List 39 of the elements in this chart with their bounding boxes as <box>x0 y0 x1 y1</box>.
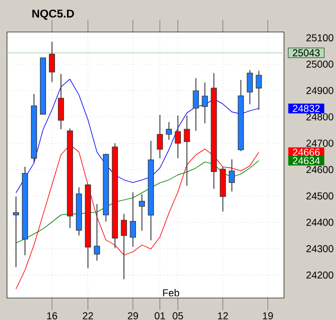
candlestick <box>228 158 235 192</box>
candlestick <box>130 192 136 248</box>
candlestick <box>202 82 208 124</box>
y-tick-label: 24900 <box>306 86 334 94</box>
x-tick-label: 29 <box>128 312 138 320</box>
y-tick-label: 24800 <box>306 113 334 120</box>
candlestick <box>256 70 262 110</box>
candlestick <box>166 122 172 140</box>
annotation: Feb <box>163 289 180 296</box>
candlestick <box>48 41 56 83</box>
x-tick-label: 16 <box>47 312 58 320</box>
candlestick <box>156 114 163 159</box>
line-series <box>16 78 260 194</box>
y-tick-label: 25100 <box>306 34 334 42</box>
y-tick-label: 25000 <box>306 60 334 68</box>
y-tick-label: 24200 <box>306 272 334 279</box>
text: 24832 <box>292 104 320 112</box>
candlestick <box>12 196 20 268</box>
y-tick-label: 24400 <box>306 218 334 226</box>
candlestick <box>120 213 127 280</box>
text: 24634 <box>292 157 320 164</box>
y-tick-label: 24500 <box>306 192 334 200</box>
x-tick-label: 01 <box>154 312 165 320</box>
x-tick-label: 19 <box>263 312 273 320</box>
candlestick <box>138 194 145 232</box>
chart-title: NQC5.D <box>32 10 74 20</box>
y-tick-label: 24700 <box>306 140 334 147</box>
y-tick-label: 24300 <box>306 245 334 252</box>
candlestick <box>174 115 181 159</box>
y-tick-label: 24600 <box>306 166 334 174</box>
x-tick-label: 12 <box>218 312 228 320</box>
text: 24666 <box>292 148 320 156</box>
x-tick-label: 22 <box>82 312 94 320</box>
candlestick <box>246 69 253 105</box>
candlestick <box>192 78 199 132</box>
ref-line-label: 25043 <box>292 49 320 56</box>
candlestick <box>94 204 100 262</box>
x-tick-label: 05 <box>172 312 184 320</box>
candlestick <box>58 73 64 130</box>
